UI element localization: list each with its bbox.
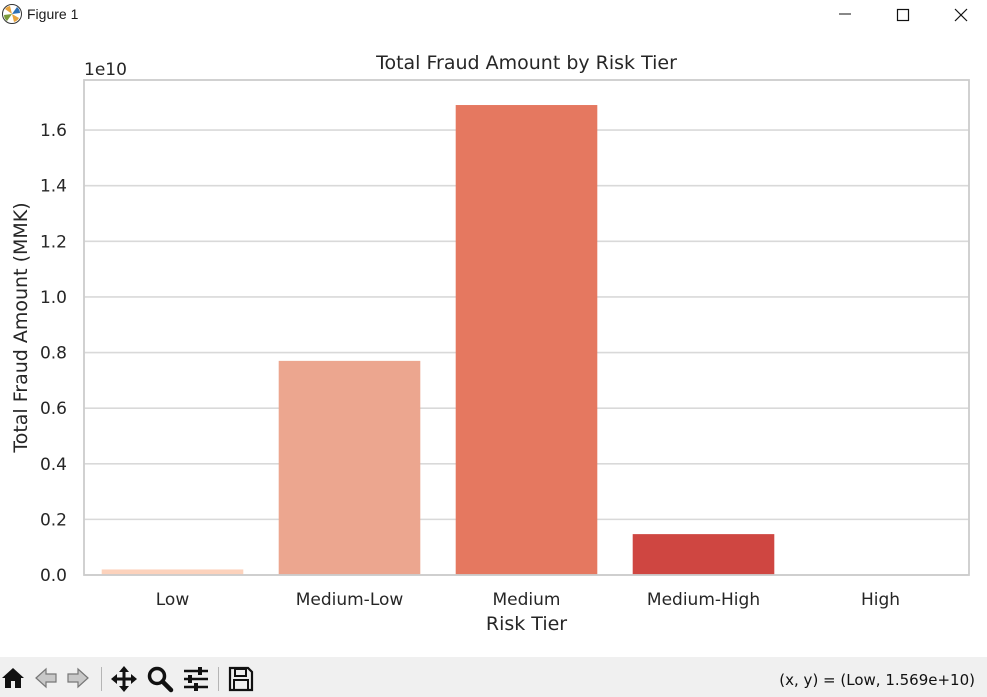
y-tick-label: 1.2: [40, 232, 67, 252]
cursor-coordinates: (x, y) = (Low, 1.569e+10): [779, 671, 975, 689]
navigation-toolbar: (x, y) = (Low, 1.569e+10): [0, 657, 987, 697]
x-tick-label: Low: [156, 590, 190, 610]
x-tick-label: High: [861, 590, 900, 610]
x-tick-label: Medium: [493, 590, 561, 610]
maximize-button[interactable]: [880, 0, 926, 30]
bars: [101, 105, 775, 576]
toolbar-separator: [101, 667, 102, 691]
y-axis-label: Total Fraud Amount (MMK): [10, 202, 32, 453]
zoom-button[interactable]: [146, 665, 174, 693]
close-button[interactable]: [938, 0, 984, 30]
pan-icon: [111, 666, 137, 692]
bar-low: [101, 569, 244, 575]
toolbar-separator: [218, 667, 219, 691]
y-tick-label: 0.6: [40, 399, 67, 419]
configure-subplots-icon: [184, 667, 208, 691]
x-tick-label: Medium-High: [647, 590, 760, 610]
back-button[interactable]: [33, 665, 61, 693]
y-tick-label: 1.0: [40, 288, 67, 308]
x-tick-label: Medium-Low: [296, 590, 404, 610]
home-button[interactable]: [0, 665, 28, 693]
forward-icon: [67, 667, 89, 689]
close-icon: [954, 8, 968, 22]
figure-canvas[interactable]: 0.0 0.2 0.4 0.6 0.8 1.0 1.2 1.4 1.6 Low Medium-Lo…: [0, 30, 987, 657]
y-tick-label: 1.4: [40, 177, 67, 197]
minimize-icon: [839, 13, 851, 15]
save-icon: [228, 666, 254, 692]
pan-button[interactable]: [110, 665, 138, 693]
matplotlib-icon: [1, 3, 23, 25]
home-icon: [2, 668, 24, 688]
bar-medium-low: [278, 360, 421, 575]
y-tick-label: 0.4: [40, 455, 67, 475]
chart-title: Total Fraud Amount by Risk Tier: [375, 52, 677, 74]
bar-medium: [455, 105, 598, 576]
forward-button[interactable]: [65, 665, 93, 693]
window-title: Figure 1: [27, 6, 79, 22]
y-tick-labels: 0.0 0.2 0.4 0.6 0.8 1.0 1.2 1.4 1.6: [40, 121, 67, 586]
y-tick-label: 0.8: [40, 344, 67, 364]
save-button[interactable]: [227, 665, 255, 693]
x-axis-label: Risk Tier: [486, 613, 567, 635]
maximize-icon: [896, 8, 910, 22]
y-tick-label: 0.0: [40, 566, 67, 586]
window-titlebar: Figure 1: [0, 0, 987, 30]
minimize-button[interactable]: [822, 0, 868, 30]
configure-subplots-button[interactable]: [182, 665, 210, 693]
bar-medium-high: [632, 534, 775, 575]
zoom-icon: [147, 666, 174, 693]
axes-frame: [83, 79, 970, 576]
y-tick-label: 0.2: [40, 510, 67, 530]
y-tick-label: 1.6: [40, 121, 67, 141]
bar-chart: 0.0 0.2 0.4 0.6 0.8 1.0 1.2 1.4 1.6 Low Medium-Lo…: [10, 52, 970, 635]
x-tick-labels: Low Medium-Low Medium Medium-High High: [156, 590, 900, 610]
back-icon: [35, 667, 57, 689]
axis-offset-label: 1e10: [84, 60, 127, 80]
